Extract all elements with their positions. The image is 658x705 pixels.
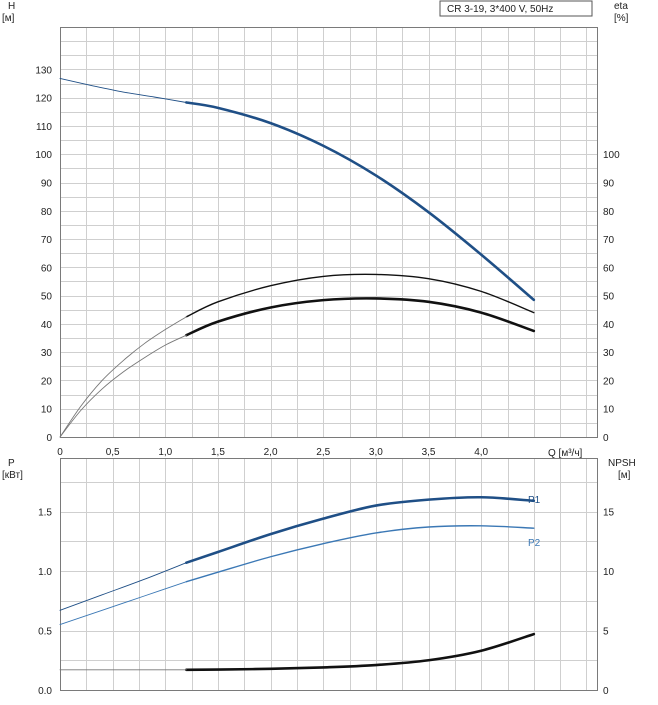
- p1-curve-label: P1: [528, 495, 541, 506]
- top-left-tick-label: 40: [41, 320, 53, 331]
- top-right-axis-unit: [%]: [614, 13, 629, 24]
- top-left-tick-label: 0: [46, 433, 52, 444]
- bottom-left-tick-label: 0.0: [38, 686, 52, 697]
- x-tick-label: 3,0: [369, 447, 383, 458]
- top-left-tick-label: 20: [41, 376, 53, 387]
- top-right-tick-label: 50: [603, 292, 615, 303]
- top-h-curve: [185, 101, 536, 302]
- top-right-tick-label: 40: [603, 320, 615, 331]
- top-right-axis-label: eta: [614, 1, 628, 12]
- bottom-p2-extension-curve: [59, 581, 187, 626]
- top-right-tick-label: 70: [603, 235, 615, 246]
- top-eta-total-extension-curve: [59, 334, 187, 438]
- top-left-tick-label: 60: [41, 263, 53, 274]
- x-tick-label: 0,5: [106, 447, 120, 458]
- top-eta-curve: [185, 273, 535, 318]
- top-left-tick-label: 70: [41, 235, 53, 246]
- x-tick-label: 1,5: [211, 447, 225, 458]
- x-tick-label: 2,0: [264, 447, 278, 458]
- top-left-tick-label: 100: [35, 150, 52, 161]
- top-left-tick-label: 110: [36, 122, 52, 133]
- bottom-right-tick-label: 0: [603, 686, 609, 697]
- bottom-npsh-curve: [185, 632, 536, 672]
- legend-box: [439, 0, 593, 17]
- top-right-tick-label: 10: [603, 405, 615, 416]
- top-right-tick-label: 100: [603, 150, 620, 161]
- top-left-tick-label: 120: [35, 94, 52, 105]
- x-tick-label: 1,0: [158, 447, 172, 458]
- top-plot-frame: [60, 27, 598, 438]
- top-left-tick-label: 90: [41, 179, 53, 190]
- top-right-tick-label: 90: [603, 179, 615, 190]
- bottom-right-axis-label: NPSH: [608, 458, 636, 469]
- top-left-tick-label: 30: [41, 348, 53, 359]
- top-right-tick-label: 20: [603, 376, 615, 387]
- top-right-tick-label: 0: [603, 433, 609, 444]
- x-tick-label: 4,0: [474, 447, 488, 458]
- bottom-right-axis-unit: [м]: [618, 470, 631, 481]
- x-tick-label: 3,5: [422, 447, 436, 458]
- x-axis-label: Q [м³/ч]: [548, 448, 583, 459]
- top-h-extension-curve: [59, 78, 187, 103]
- bottom-left-tick-label: 1.5: [38, 508, 52, 519]
- top-left-axis-unit: [м]: [2, 13, 15, 24]
- bottom-right-tick-label: 15: [603, 508, 615, 519]
- top-left-tick-label: 80: [41, 207, 53, 218]
- bottom-left-tick-label: 0.5: [38, 627, 52, 638]
- bottom-left-axis-label: P: [8, 458, 15, 469]
- x-tick-label: 0: [57, 447, 63, 458]
- bottom-right-tick-label: 5: [603, 627, 609, 638]
- top-left-tick-label: 50: [41, 292, 53, 303]
- legend-box-text: CR 3-19, 3*400 V, 50Hz: [447, 4, 553, 15]
- top-right-tick-label: 30: [603, 348, 615, 359]
- top-left-tick-label: 130: [35, 65, 52, 76]
- top-right-tick-label: 80: [603, 207, 615, 218]
- bottom-p1-curve: [185, 495, 536, 564]
- bottom-right-tick-label: 10: [603, 567, 615, 578]
- bottom-plot-frame: [60, 458, 598, 691]
- top-left-axis-label: H: [8, 1, 15, 12]
- top-left-tick-label: 10: [41, 405, 53, 416]
- top-right-tick-label: 60: [603, 263, 615, 274]
- bottom-p1-extension-curve: [59, 562, 187, 611]
- top-eta-extension-curve: [59, 316, 187, 438]
- bottom-p2-curve: [185, 525, 535, 583]
- x-tick-label: 2,5: [316, 447, 330, 458]
- p2-curve-label: P2: [528, 538, 541, 549]
- top-eta-total-curve: [185, 297, 536, 337]
- bottom-left-tick-label: 1.0: [38, 567, 52, 578]
- bottom-left-axis-unit: [кВт]: [2, 470, 23, 481]
